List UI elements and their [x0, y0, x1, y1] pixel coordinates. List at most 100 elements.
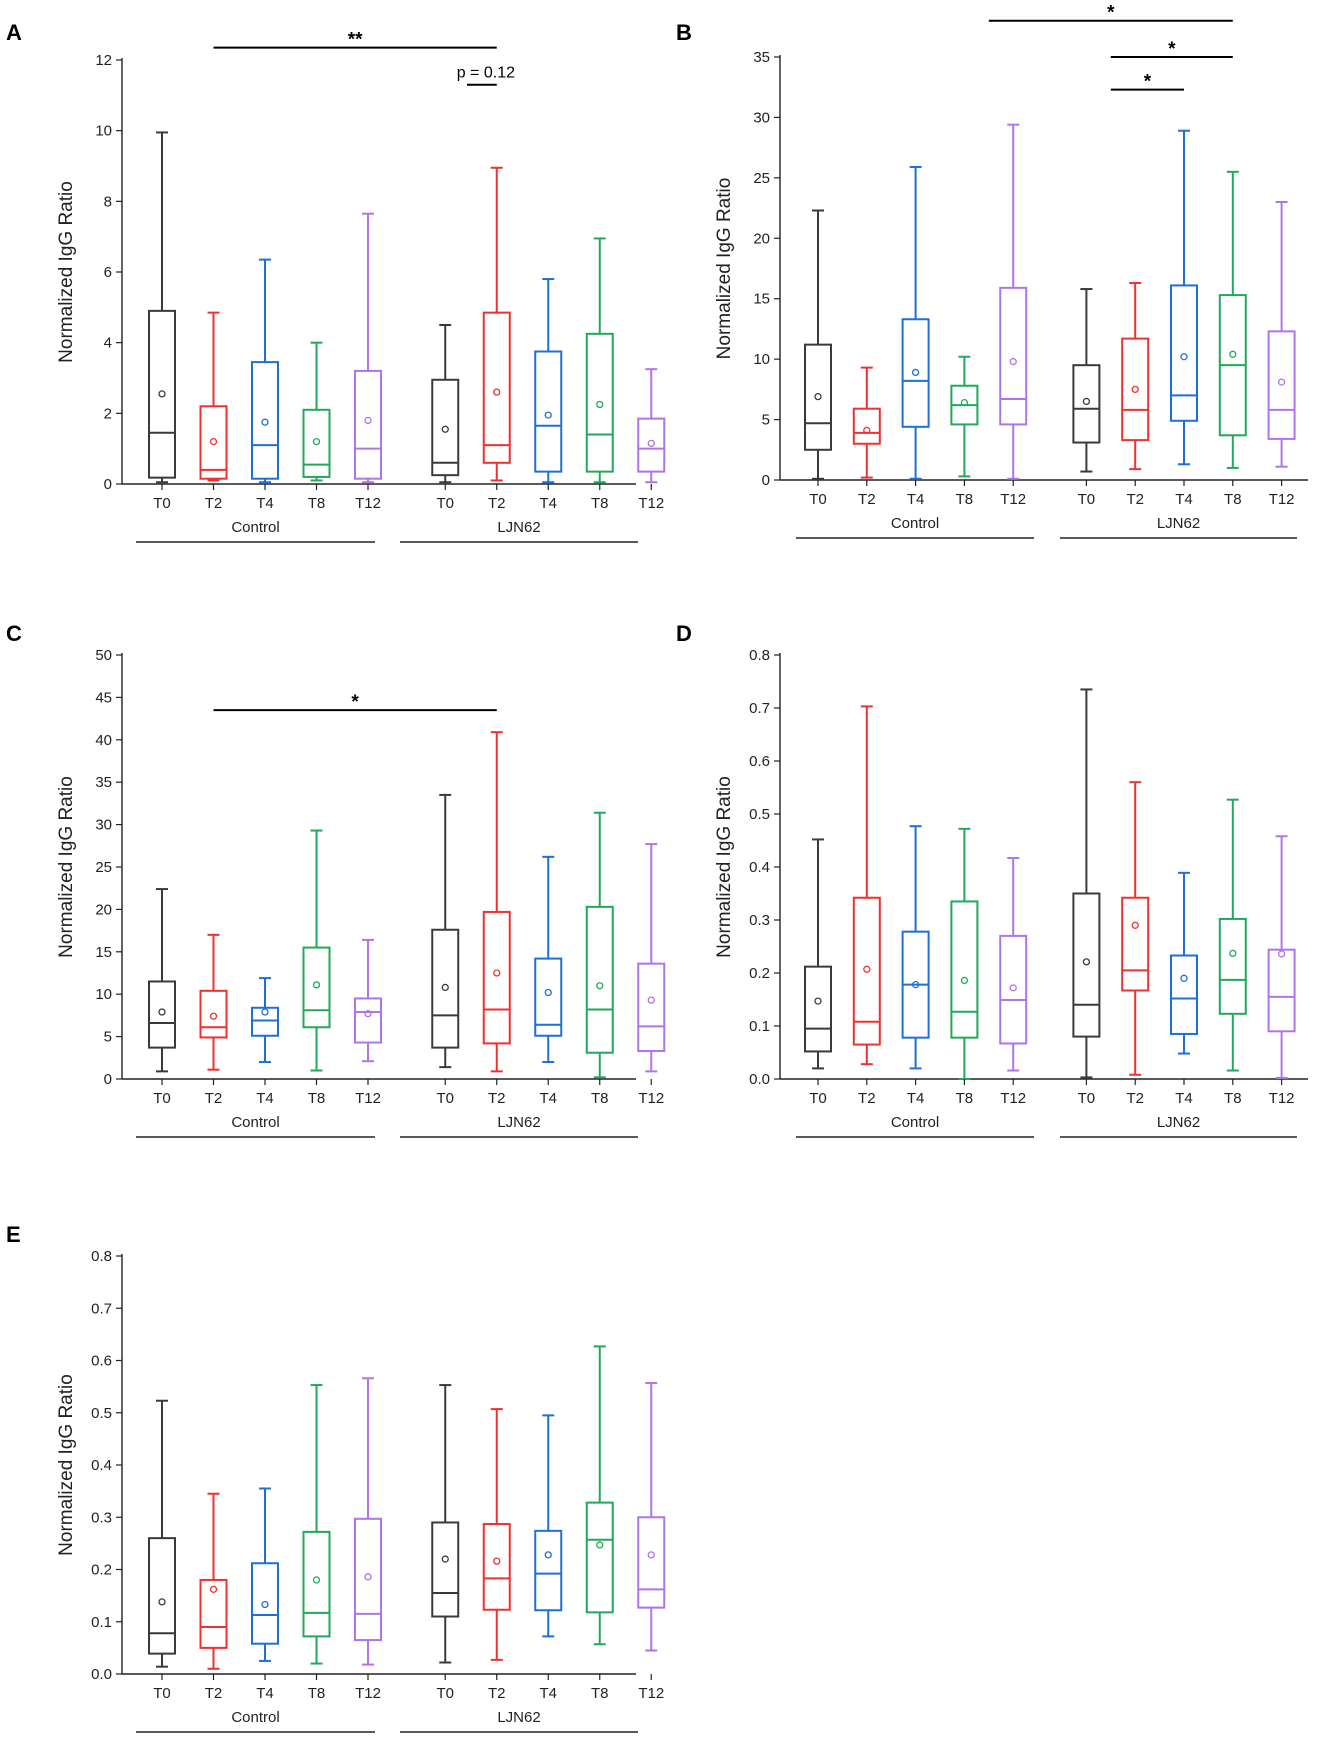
box-ljn62-t8: T8 — [587, 238, 613, 512]
x-tick-label: T4 — [256, 1685, 274, 1702]
significance-label: * — [1168, 39, 1176, 60]
y-tick-label: 25 — [95, 859, 112, 876]
y-tick-label: 0 — [762, 472, 770, 489]
box-body — [355, 998, 381, 1042]
box-ljn62-t0: T0 — [1073, 289, 1099, 508]
box-body — [484, 313, 510, 463]
box-control-t8: T8 — [304, 1385, 330, 1702]
box-control-t2: T2 — [201, 935, 227, 1107]
box-ljn62-t12: T12 — [638, 1383, 664, 1702]
panel-C: C05101520253035404550Normalized IgG Rati… — [6, 621, 664, 1137]
box-ljn62-t2: T2 — [484, 168, 510, 512]
panel-E: E0.00.10.20.30.40.50.60.70.8Normalized I… — [6, 1222, 664, 1732]
y-tick-label: 0 — [104, 1071, 112, 1088]
y-tick-label: 40 — [95, 732, 112, 749]
box-control-t0: T0 — [149, 1401, 175, 1702]
y-tick-label: 35 — [753, 49, 770, 66]
x-tick-label: T8 — [308, 495, 326, 512]
x-tick-label: T8 — [956, 1090, 974, 1107]
y-axis-label: Normalized IgG Ratio — [714, 178, 735, 360]
x-tick-label: T2 — [488, 1685, 506, 1702]
box-body — [638, 419, 664, 472]
box-control-t2: T2 — [854, 368, 880, 508]
y-tick-label: 0.4 — [749, 859, 770, 876]
x-tick-label: T0 — [436, 1685, 454, 1702]
y-tick-label: 35 — [95, 774, 112, 791]
box-body — [1220, 919, 1246, 1014]
box-body — [805, 967, 831, 1052]
x-tick-label: T12 — [1269, 491, 1295, 508]
box-control-t12: T12 — [1000, 125, 1026, 508]
y-tick-label: 5 — [762, 412, 770, 429]
box-control-t0: T0 — [149, 889, 175, 1107]
box-body — [1269, 950, 1295, 1032]
y-axis-label: Normalized IgG Ratio — [714, 776, 735, 958]
box-body — [1000, 288, 1026, 425]
y-tick-label: 0.8 — [91, 1248, 112, 1265]
panel-A: A024681012Normalized IgG RatioT0 T2 T4 T8 T1… — [6, 20, 664, 542]
box-control-t0: T0 — [149, 132, 175, 512]
y-tick-label: 10 — [95, 123, 112, 140]
panel-letter: E — [6, 1222, 21, 1247]
box-body — [805, 345, 831, 450]
box-control-t4: T4 — [252, 260, 278, 512]
y-tick-label: 0.6 — [749, 753, 770, 770]
box-body — [201, 991, 227, 1038]
y-tick-label: 0.2 — [749, 965, 770, 982]
box-body — [587, 334, 613, 472]
x-tick-label: T2 — [488, 1090, 506, 1107]
significance-label: * — [1144, 72, 1152, 93]
x-tick-label: T4 — [907, 491, 925, 508]
y-tick-label: 12 — [95, 52, 112, 69]
box-body — [638, 964, 664, 1051]
group-label-ljn62: LJN62 — [1157, 515, 1200, 532]
panel-D: D 0.0 0.1 0.2 0.3 0.4 0.5 0.6 0.7 0.8 Normalized I… — [676, 621, 1308, 1137]
box-body — [252, 362, 278, 479]
panel-letter: C — [6, 621, 22, 646]
box-control-t2: T2 — [201, 313, 227, 512]
box-ljn62-t2: T2 — [1122, 782, 1148, 1107]
box-body — [304, 1532, 330, 1637]
box-body — [638, 1517, 664, 1607]
box-body — [252, 1563, 278, 1643]
group-label-ljn62: LJN62 — [1157, 1114, 1200, 1131]
box-body — [304, 410, 330, 477]
x-tick-label: T0 — [153, 1685, 171, 1702]
box-ljn62-t8: T8 — [1220, 800, 1246, 1107]
box-body — [484, 912, 510, 1043]
x-tick-label: T4 — [1175, 1090, 1193, 1107]
box-control-t12: T12 — [355, 940, 381, 1107]
box-ljn62-t8: T8 — [587, 813, 613, 1107]
box-control-t4: T4 — [252, 978, 278, 1107]
group-label-ljn62: LJN62 — [497, 519, 540, 536]
box-control-t2: T2 — [201, 1494, 227, 1702]
x-tick-label: T12 — [355, 495, 381, 512]
box-body — [1122, 898, 1148, 991]
box-ljn62-t4: T4 — [535, 279, 561, 512]
y-tick-label: 30 — [753, 109, 770, 126]
x-tick-label: T2 — [858, 1090, 876, 1107]
box-control-t8: T8 — [304, 831, 330, 1107]
y-tick-label: 0.1 — [749, 1018, 770, 1035]
y-tick-label: 15 — [95, 944, 112, 961]
y-tick-label: 0.3 — [749, 912, 770, 929]
x-tick-label: T2 — [205, 495, 223, 512]
x-tick-label: T8 — [1224, 1090, 1242, 1107]
y-tick-label: 0.8 — [749, 647, 770, 664]
y-tick-label: 0.3 — [91, 1509, 112, 1526]
x-tick-label: T8 — [956, 491, 974, 508]
box-body — [432, 380, 458, 475]
box-body — [903, 319, 929, 427]
box-control-t4: T4 — [903, 167, 929, 508]
box-body — [1000, 936, 1026, 1044]
box-ljn62-t12: T12 — [1269, 202, 1295, 508]
box-ljn62-t12: T12 — [1269, 836, 1295, 1107]
y-tick-label: 0.0 — [749, 1071, 770, 1088]
box-body — [587, 1503, 613, 1613]
x-tick-label: T0 — [153, 1090, 171, 1107]
box-body — [535, 1531, 561, 1610]
figure: A024681012Normalized IgG RatioT0 T2 T4 T8 T1… — [0, 0, 1317, 1737]
x-tick-label: T2 — [858, 491, 876, 508]
box-body — [587, 907, 613, 1053]
box-control-t0: T0 — [805, 210, 831, 508]
